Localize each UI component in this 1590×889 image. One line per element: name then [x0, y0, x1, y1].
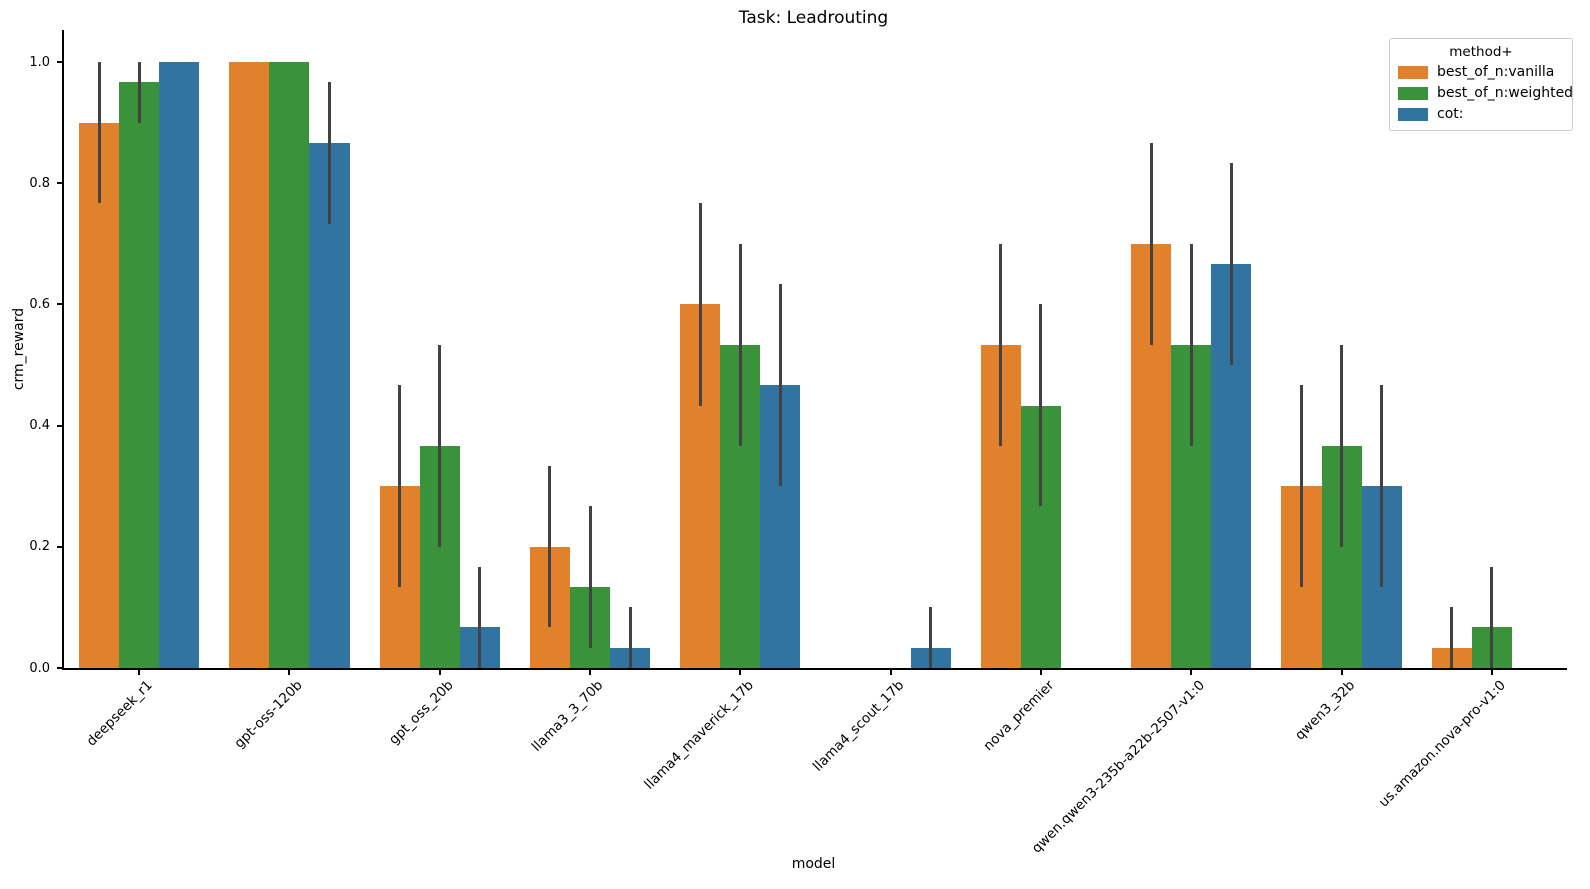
y-tick-mark — [57, 182, 62, 185]
bar-best-of-n-weighted — [269, 62, 310, 668]
x-axis-label: model — [791, 856, 836, 872]
x-tick-label: qwen3_32b — [1292, 677, 1359, 744]
y-tick-label: 0.0 — [29, 660, 50, 676]
error-bar — [1380, 385, 1384, 588]
bar-cot- — [159, 62, 200, 668]
x-tick-mark — [739, 670, 742, 675]
y-tick-mark — [57, 303, 62, 306]
error-bar — [698, 203, 702, 406]
legend-item: best_of_n:vanilla — [1398, 62, 1564, 83]
error-bar — [778, 284, 782, 487]
bar-cot- — [309, 142, 350, 668]
error-bar — [588, 506, 592, 648]
error-bar — [1340, 345, 1344, 547]
y-tick-label: 0.6 — [29, 296, 50, 312]
error-bar — [137, 62, 141, 123]
chart-title: Task: Leadrouting — [738, 8, 889, 28]
x-tick-label: gpt-oss-120b — [231, 677, 307, 752]
x-tick-mark — [438, 670, 441, 675]
error-bar — [738, 243, 742, 446]
y-tick-label: 0.8 — [29, 175, 50, 191]
error-bar — [1149, 142, 1153, 346]
y-tick-mark — [57, 424, 62, 427]
x-tick-label: qwen.qwen3-235b-a22b-2507-v1:0 — [1028, 677, 1208, 857]
error-bar — [628, 607, 632, 668]
bar-best-of-n-vanilla — [229, 62, 270, 668]
plot-area: 0.0 0.2 0.4 0.6 0.8 1.0 deepseek_r1 gpt-oss-120… — [29, 30, 1567, 856]
error-bar — [478, 566, 482, 668]
error-bar — [1450, 607, 1454, 668]
error-bar — [438, 345, 442, 547]
x-tick-label: deepseek_r1 — [83, 677, 156, 750]
x-tick-mark — [1039, 670, 1042, 675]
x-tick-label: llama4_scout_17b — [809, 677, 908, 775]
x-tick-mark — [138, 670, 141, 675]
bar-best-of-n-vanilla — [79, 122, 120, 668]
error-bar — [1490, 566, 1494, 668]
error-bar — [1229, 163, 1233, 366]
legend-swatch-icon — [1398, 87, 1428, 100]
legend-item: cot: — [1398, 104, 1564, 125]
error-bar — [97, 62, 101, 204]
error-bar — [398, 385, 402, 588]
x-tick-label: nova_premier — [980, 677, 1058, 755]
legend-title: method+ — [1449, 44, 1513, 60]
legend-item-label: cot: — [1437, 106, 1464, 122]
x-tick-mark — [288, 670, 291, 675]
y-tick-label: 0.2 — [29, 539, 50, 555]
y-tick-mark — [57, 545, 62, 548]
error-bar — [548, 466, 552, 628]
x-tick-mark — [889, 670, 892, 675]
x-tick-mark — [1490, 670, 1493, 675]
legend-swatch-icon — [1398, 108, 1428, 121]
y-tick-label: 0.4 — [29, 418, 50, 434]
legend-swatch-icon — [1398, 66, 1428, 79]
legend-item: best_of_n:weighted — [1398, 83, 1573, 104]
y-tick-mark — [57, 61, 62, 64]
y-tick-label: 1.0 — [29, 54, 50, 70]
x-tick-label: gpt_oss_20b — [385, 677, 457, 749]
y-tick-mark — [57, 667, 62, 669]
x-tick-mark — [589, 670, 592, 675]
error-bar — [999, 243, 1003, 446]
legend-item-label: best_of_n:weighted — [1437, 85, 1574, 101]
bar-best-of-n-weighted — [119, 82, 160, 668]
error-bar — [929, 607, 933, 668]
error-bar — [1189, 243, 1193, 446]
error-bar — [328, 82, 332, 224]
x-tick-label: llama3_3_70b — [529, 677, 607, 755]
legend: method+ best_of_n:vanilla best_of_n:weigh… — [1389, 38, 1573, 131]
x-tick-label: llama4_maverick_17b — [641, 677, 757, 793]
legend-item-label: best_of_n:vanilla — [1437, 64, 1555, 80]
x-tick-mark — [1340, 670, 1343, 675]
error-bar — [1299, 385, 1303, 588]
x-tick-label: us.amazon.nova-pro-v1:0 — [1375, 677, 1509, 811]
x-tick-mark — [1190, 670, 1193, 675]
error-bar — [1039, 304, 1043, 507]
